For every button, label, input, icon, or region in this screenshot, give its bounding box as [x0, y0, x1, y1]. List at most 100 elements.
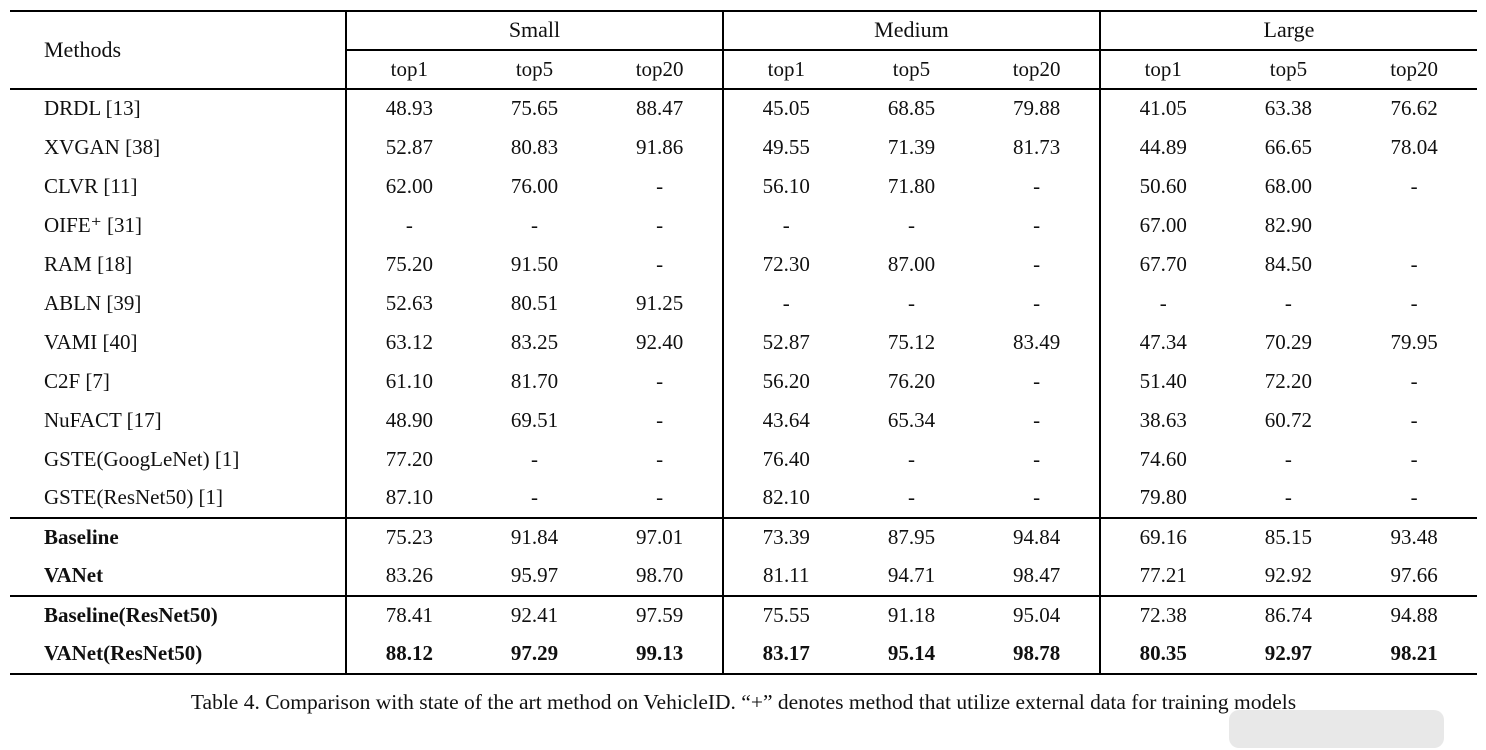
method-name: ABLN [39]: [44, 290, 142, 315]
value-cell: 91.25: [636, 290, 684, 315]
value-cell: 77.21: [1098, 557, 1226, 596]
sub-header-top20: top20: [1351, 50, 1477, 90]
table-row: VANet 83.26 95.97 98.70 81.11 94.71 98.47 77.21…: [10, 557, 1477, 596]
value-cell: 88.47: [636, 96, 684, 121]
methods-header: Methods: [10, 10, 346, 90]
value-cell: 83.26: [345, 557, 472, 596]
value-cell: 88.12: [345, 635, 472, 675]
value-cell: -: [530, 485, 538, 510]
value-cell: 63.12: [345, 323, 472, 362]
value-cell: -: [656, 251, 664, 276]
value-cell: -: [1284, 485, 1292, 510]
paper-page: Methods Small Medium Large top1 top5 top20…: [10, 10, 1477, 714]
value-cell: 78.04: [1390, 134, 1438, 159]
value-cell: 82.10: [721, 479, 849, 518]
value-cell: 50.60: [1098, 167, 1226, 206]
value-cell: -: [345, 206, 472, 245]
method-name: GSTE(GoogLeNet) [1]: [44, 446, 240, 471]
group-header-small: Small: [345, 10, 723, 51]
value-cell: 75.23: [345, 517, 472, 557]
value-cell: 98.47: [1012, 563, 1061, 588]
value-cell: 83.25: [510, 329, 559, 354]
value-cell: 99.13: [597, 635, 723, 675]
value-cell: -: [1410, 407, 1418, 432]
value-cell: 56.20: [721, 362, 849, 401]
value-cell: -: [530, 446, 538, 471]
value-cell: -: [656, 212, 664, 237]
value-cell: 80.83: [510, 134, 559, 159]
method-name: GSTE(ResNet50) [1]: [44, 485, 224, 510]
value-cell: -: [907, 212, 915, 237]
value-cell: 41.05: [1098, 89, 1226, 128]
method-name: Baseline(ResNet50): [10, 595, 346, 635]
value-cell: 95.04: [974, 595, 1100, 635]
value-cell: -: [1033, 251, 1041, 276]
table-row: C2F [7] 61.10 81.70 - 56.20 76.20 - 51.40 72.20 -: [10, 362, 1477, 401]
method-name: RAM [18]: [44, 251, 133, 276]
value-cell: 97.59: [597, 595, 723, 635]
method-name: OIFE⁺ [31]: [44, 212, 142, 237]
value-cell: -: [656, 173, 664, 198]
value-cell: -: [1033, 407, 1041, 432]
table-caption: Table 4. Comparison with state of the ar…: [190, 690, 1297, 714]
value-cell: 79.80: [1098, 479, 1226, 518]
value-cell: 75.55: [721, 595, 849, 635]
value-cell: 67.70: [1098, 245, 1226, 284]
value-cell: 91.50: [510, 251, 559, 276]
value-cell: 80.51: [510, 290, 559, 315]
value-cell: 86.74: [1225, 595, 1352, 635]
value-cell: 49.55: [721, 128, 849, 167]
value-cell: 81.73: [1012, 134, 1061, 159]
value-cell: 44.89: [1098, 128, 1226, 167]
value-cell: 72.38: [1098, 595, 1226, 635]
value-cell: 38.63: [1098, 401, 1226, 440]
value-cell: 77.20: [345, 440, 472, 479]
value-cell: 48.90: [345, 401, 472, 440]
value-cell: 51.40: [1098, 362, 1226, 401]
value-cell: 76.00: [510, 173, 559, 198]
table-row: VAMI [40] 63.12 83.25 92.40 52.87 75.12 83.49 4…: [10, 323, 1477, 362]
value-cell: 68.85: [887, 96, 936, 121]
value-cell: 98.78: [974, 635, 1100, 675]
value-cell: 75.12: [887, 329, 936, 354]
value-cell: 76.62: [1390, 96, 1438, 121]
value-cell: -: [907, 290, 915, 315]
sub-header-top1: top1: [1098, 50, 1226, 90]
value-cell: 79.88: [1012, 96, 1061, 121]
value-cell: 73.39: [721, 517, 849, 557]
value-cell: 52.87: [345, 128, 472, 167]
value-cell: -: [907, 485, 915, 510]
table-row: XVGAN [38] 52.87 80.83 91.86 49.55 71.39 81.73…: [10, 128, 1477, 167]
value-cell: -: [656, 446, 664, 471]
value-cell: 79.95: [1390, 329, 1438, 354]
value-cell: 92.40: [636, 329, 684, 354]
value-cell: 82.90: [1264, 212, 1313, 237]
method-name: C2F [7]: [44, 368, 110, 393]
value-cell: 68.00: [1264, 173, 1313, 198]
value-cell: 52.87: [721, 323, 849, 362]
value-cell: -: [1410, 173, 1418, 198]
value-cell: -: [721, 206, 849, 245]
value-cell: -: [1033, 485, 1041, 510]
table-body: DRDL [13] 48.93 75.65 88.47 45.05 68.85 79.88 4…: [10, 89, 1477, 675]
value-cell: -: [907, 446, 915, 471]
value-cell: -: [1410, 290, 1418, 315]
value-cell: 66.65: [1264, 134, 1313, 159]
value-cell: 92.97: [1225, 635, 1352, 675]
sub-header-top5: top5: [471, 50, 598, 90]
value-cell: 84.50: [1264, 251, 1313, 276]
value-cell: 76.40: [721, 440, 849, 479]
method-name: XVGAN [38]: [44, 134, 161, 159]
value-cell: 61.10: [345, 362, 472, 401]
value-cell: 71.80: [887, 173, 936, 198]
value-cell: 67.00: [1098, 206, 1226, 245]
value-cell: 94.71: [887, 563, 936, 588]
value-cell: 81.70: [510, 368, 559, 393]
value-cell: -: [1033, 290, 1041, 315]
value-cell: 56.10: [721, 167, 849, 206]
value-cell: 87.10: [345, 479, 472, 518]
table-row: OIFE⁺ [31] - - - - - - 67.00 82.90: [10, 206, 1477, 245]
value-cell: 60.72: [1264, 407, 1313, 432]
value-cell: -: [1410, 368, 1418, 393]
value-cell: 74.60: [1098, 440, 1226, 479]
